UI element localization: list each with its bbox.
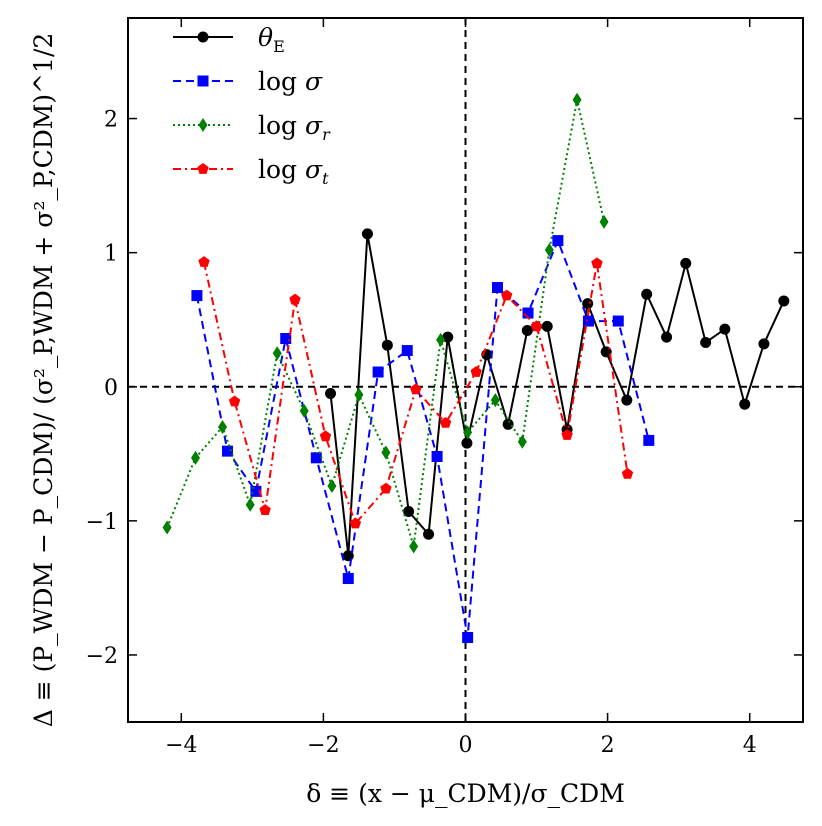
data-point: [191, 450, 200, 465]
y-tick-label: −1: [86, 510, 118, 535]
data-point: [280, 332, 292, 344]
data-point: [436, 332, 446, 347]
data-point: [218, 419, 227, 434]
legend: θE log σ log σr log σt: [173, 23, 331, 188]
data-point: [599, 214, 609, 229]
data-point: [778, 295, 790, 307]
data-point: [162, 520, 172, 535]
data-point: [463, 425, 473, 440]
data-point: [470, 366, 482, 377]
data-point: [700, 337, 712, 349]
data-point: [410, 383, 422, 395]
data-point: [245, 497, 255, 512]
data-point: [572, 92, 582, 107]
y-tick-label: 2: [104, 108, 118, 133]
x-axis-title: δ ≡ (x − μ_CDM)/σ_CDM: [306, 779, 625, 808]
data-point: [544, 242, 554, 257]
data-point: [643, 434, 655, 446]
data-point: [250, 485, 262, 497]
legend-label: log σr: [258, 111, 331, 144]
axis-ticks: −4 −2 0 2 4 −2 −1 0 1 2: [86, 18, 803, 758]
data-point: [461, 437, 473, 449]
data-point: [327, 478, 337, 493]
legend-label: θE: [258, 23, 285, 56]
data-point: [401, 345, 413, 357]
data-point: [354, 387, 364, 402]
legend-marker: [197, 75, 209, 87]
series-line: [329, 233, 785, 556]
data-point: [191, 290, 203, 302]
x-tick-label: −4: [165, 733, 197, 758]
data-point: [431, 450, 443, 462]
data-point: [380, 482, 392, 494]
legend-marker: [197, 163, 209, 174]
data-point: [517, 434, 527, 449]
data-point: [299, 403, 309, 418]
data-point: [621, 394, 633, 406]
data-point: [462, 632, 474, 644]
data-point: [319, 430, 332, 442]
data-point: [310, 452, 322, 464]
series-3: [198, 256, 634, 529]
data-point: [372, 366, 384, 378]
reference-lines: [128, 18, 803, 722]
data-point: [221, 445, 233, 457]
y-tick-label: 0: [104, 376, 118, 401]
data-point: [561, 429, 573, 440]
data-point: [259, 504, 271, 515]
data-point: [409, 539, 419, 554]
data-point: [641, 288, 653, 300]
data-point: [522, 307, 534, 319]
x-tick-label: −2: [307, 733, 339, 758]
data-point: [439, 417, 452, 428]
data-point: [198, 256, 210, 267]
data-point: [621, 467, 634, 479]
data-point: [272, 346, 282, 361]
data-point: [739, 398, 751, 410]
data-point: [342, 573, 354, 585]
data-point: [521, 324, 533, 336]
y-tick-label: −2: [86, 644, 118, 669]
legend-marker: [198, 118, 208, 132]
data-point: [758, 338, 770, 350]
data-point: [719, 323, 731, 335]
data-point: [582, 315, 594, 327]
y-tick-label: 1: [104, 242, 118, 267]
data-point: [530, 320, 543, 332]
data-point: [680, 257, 692, 269]
series-1: [191, 235, 655, 644]
x-tick-label: 4: [743, 733, 757, 758]
data-point: [361, 228, 373, 240]
data-point: [403, 505, 415, 517]
data-point: [490, 393, 500, 408]
legend-label: log σt: [258, 155, 329, 188]
y-axis-title: Δ ≡ (P_WDM − P_CDM)/ (σ²_P,WDM + σ²_P,CD…: [29, 33, 58, 728]
series-0: [325, 228, 790, 562]
legend-label: log σ: [258, 67, 323, 96]
series-2: [162, 92, 609, 554]
data-point: [381, 339, 393, 351]
x-tick-label: 2: [601, 733, 615, 758]
data-point: [582, 298, 594, 310]
data-point: [381, 445, 391, 460]
x-tick-label: 0: [459, 733, 473, 758]
data-point: [612, 315, 624, 327]
legend-marker: [197, 31, 209, 43]
data-point: [349, 517, 362, 529]
data-point: [289, 293, 301, 305]
series-layer: [162, 92, 790, 644]
data-point: [661, 331, 673, 343]
data-point: [541, 320, 553, 332]
data-point: [491, 282, 503, 294]
series-line: [195, 237, 650, 638]
data-point: [502, 418, 514, 430]
data-point: [501, 289, 513, 301]
data-point: [591, 257, 603, 269]
data-point: [423, 528, 435, 540]
data-point: [325, 387, 336, 399]
data-point: [552, 235, 564, 247]
data-point: [228, 395, 241, 407]
